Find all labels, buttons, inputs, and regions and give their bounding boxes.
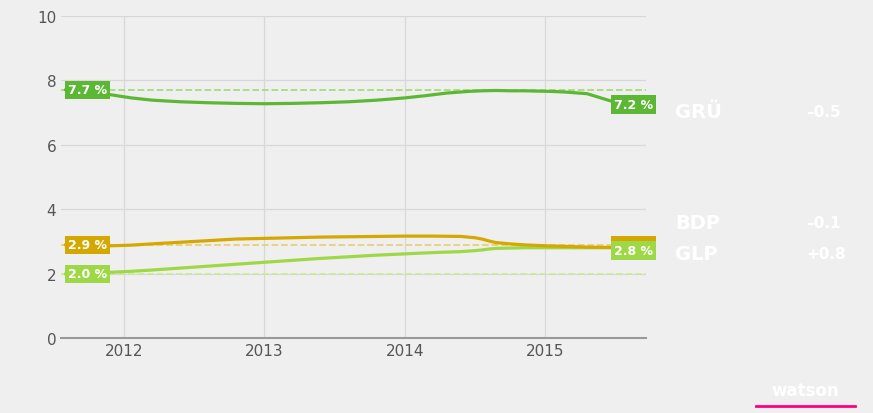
Text: 7.7 %: 7.7 % bbox=[68, 84, 107, 97]
Text: GLP: GLP bbox=[675, 244, 718, 263]
Text: 2.9 %: 2.9 % bbox=[68, 239, 107, 252]
Text: GRÜ: GRÜ bbox=[675, 103, 722, 121]
Text: BDP: BDP bbox=[675, 214, 720, 233]
Text: watson: watson bbox=[772, 381, 839, 399]
Text: 2.8 %: 2.8 % bbox=[614, 240, 653, 252]
Text: –0.1: –0.1 bbox=[807, 216, 841, 231]
Text: 7.2 %: 7.2 % bbox=[614, 99, 653, 112]
Text: 2.0 %: 2.0 % bbox=[68, 268, 107, 281]
Text: 2.8 %: 2.8 % bbox=[614, 244, 653, 258]
Text: +0.8: +0.8 bbox=[807, 247, 846, 261]
Text: –0.5: –0.5 bbox=[807, 104, 841, 120]
